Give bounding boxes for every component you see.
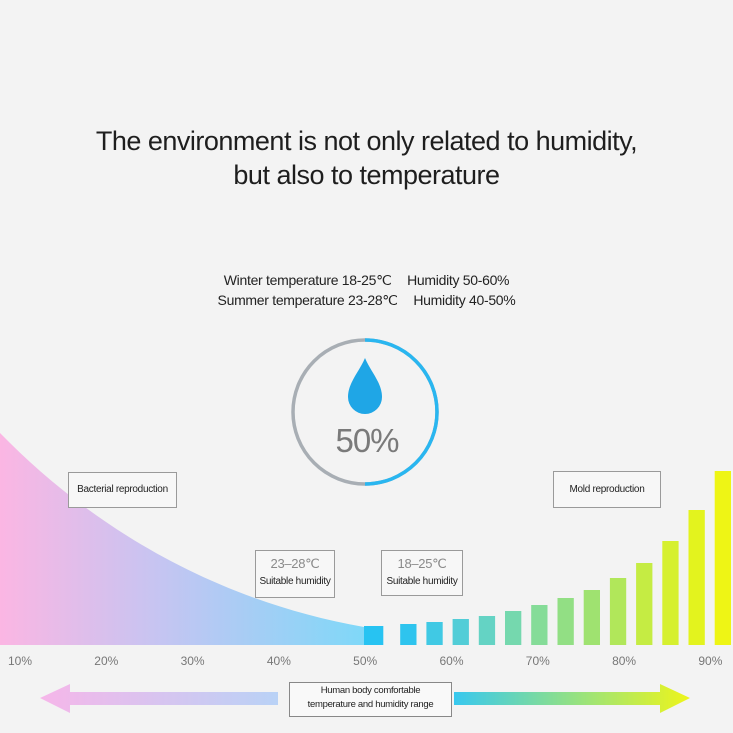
summer-suitable-label: Suitable humidity <box>259 576 331 587</box>
right-arrow <box>454 684 690 713</box>
water-drop-icon <box>348 358 382 414</box>
mold-bar <box>609 578 627 645</box>
axis-tick-label: 70% <box>525 654 550 668</box>
mold-reproduction-label: Mold reproduction <box>553 471 661 508</box>
mold-bar <box>531 605 548 645</box>
gauge-value: 50% <box>335 422 399 459</box>
axis-tick-label: 30% <box>180 654 205 668</box>
mold-bar <box>478 616 496 645</box>
winter-suitable-box: 18–25℃ Suitable humidity <box>381 550 463 596</box>
humidity-gauge <box>291 338 439 486</box>
mold-bar <box>557 598 574 645</box>
mold-bar <box>688 510 705 645</box>
comfort-range-box: Human body comfortable temperature and h… <box>289 682 452 717</box>
mold-bar <box>583 590 600 645</box>
page-title-line-2: but also to temperature <box>233 160 500 190</box>
mold-bar <box>636 563 653 645</box>
axis-tick-label: 80% <box>612 654 637 668</box>
axis-tick-label: 90% <box>698 654 723 668</box>
mold-bar <box>714 471 731 645</box>
winter-range: 18–25℃ <box>397 556 447 571</box>
comfort-range-line-2: temperature and humidity range <box>307 699 434 710</box>
summer-humidity: Humidity 40-50% <box>413 292 516 308</box>
mold-bar <box>400 624 417 645</box>
axis-tick-label: 40% <box>266 654 291 668</box>
axis-tick-label: 50% <box>353 654 378 668</box>
axis-tick-label: 60% <box>439 654 464 668</box>
bacterial-zone-curve <box>0 433 364 645</box>
summer-suitable-box: 23–28℃ Suitable humidity <box>255 550 335 598</box>
summer-temperature: Summer temperature 23-28℃ <box>217 292 399 308</box>
winter-temperature: Winter temperature 18-25℃ <box>223 272 392 288</box>
axis-tick-label: 10% <box>7 654 33 668</box>
mold-zone-bars <box>364 471 731 645</box>
mold-bar <box>364 626 384 645</box>
winter-humidity: Humidity 50-60% <box>407 272 510 288</box>
comfort-range-line-1: Human body comfortable <box>320 685 421 696</box>
axis-tick-label: 20% <box>94 654 119 668</box>
summer-range: 23–28℃ <box>270 556 320 571</box>
mold-bar <box>662 541 679 645</box>
winter-info: Winter temperature 18-25℃ Humidity 50-60… <box>0 272 733 289</box>
summer-info: Summer temperature 23-28℃ Humidity 40-50… <box>0 292 733 309</box>
page-title-line-1: The environment is not only related to h… <box>95 126 638 156</box>
bacterial-reproduction-label: Bacterial reproduction <box>68 472 177 508</box>
left-arrow <box>40 684 278 713</box>
winter-suitable-label: Suitable humidity <box>386 576 458 587</box>
mold-bar <box>452 619 469 645</box>
mold-bar <box>426 622 443 645</box>
mold-bar <box>505 611 522 645</box>
